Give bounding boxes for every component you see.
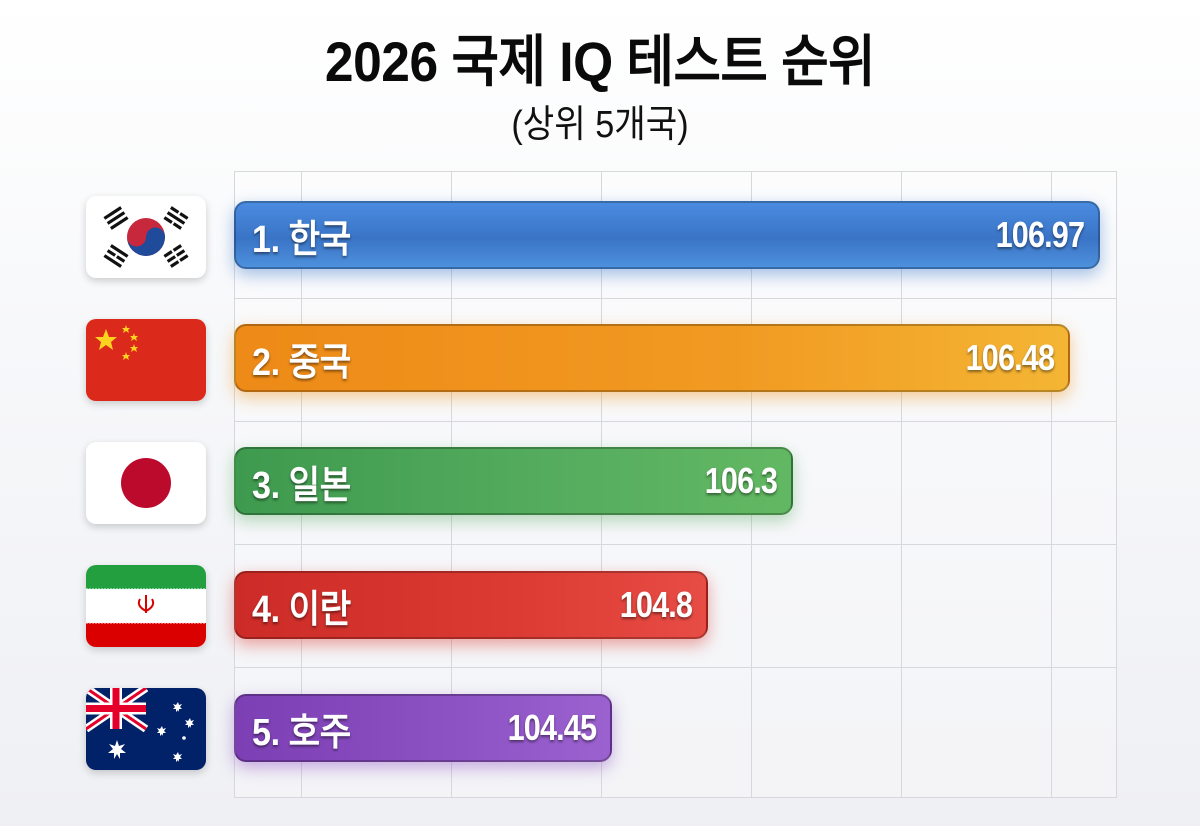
bar-value: 106.97 (995, 214, 1085, 255)
bar-value: 106.3 (704, 460, 778, 501)
bar-korea[interactable]: 1. 한국 106.97 (234, 201, 1100, 269)
grid-line (235, 544, 1116, 545)
south-korea-flag (86, 196, 206, 278)
bar-iran[interactable]: 4. 이란 104.8 (234, 571, 708, 639)
china-flag (86, 319, 206, 401)
bar-value: 104.45 (507, 707, 597, 748)
grid-line (235, 298, 1116, 299)
bar-label: 3. 일본 (252, 464, 351, 507)
chart-title: 2026 국제 IQ 테스트 순위 (324, 30, 876, 93)
grid-line (901, 172, 902, 797)
grid-line (1051, 172, 1052, 797)
grid-line (235, 667, 1116, 668)
iran-flag (86, 565, 206, 647)
bar-china[interactable]: 2. 중국 106.48 (234, 324, 1070, 392)
bar-value: 104.8 (619, 584, 693, 625)
bar-label: 2. 중국 (252, 341, 351, 384)
bar-label: 5. 호주 (252, 711, 351, 754)
japan-flag (86, 442, 206, 524)
bar-japan[interactable]: 3. 일본 106.3 (234, 447, 793, 515)
australia-flag (86, 688, 206, 770)
chart-subtitle: (상위 5개국) (511, 104, 689, 146)
bar-label: 1. 한국 (252, 218, 351, 261)
grid-line (235, 421, 1116, 422)
bar-label: 4. 이란 (252, 588, 351, 631)
bar-value: 106.48 (965, 337, 1055, 378)
bar-australia[interactable]: 5. 호주 104.45 (234, 694, 612, 762)
